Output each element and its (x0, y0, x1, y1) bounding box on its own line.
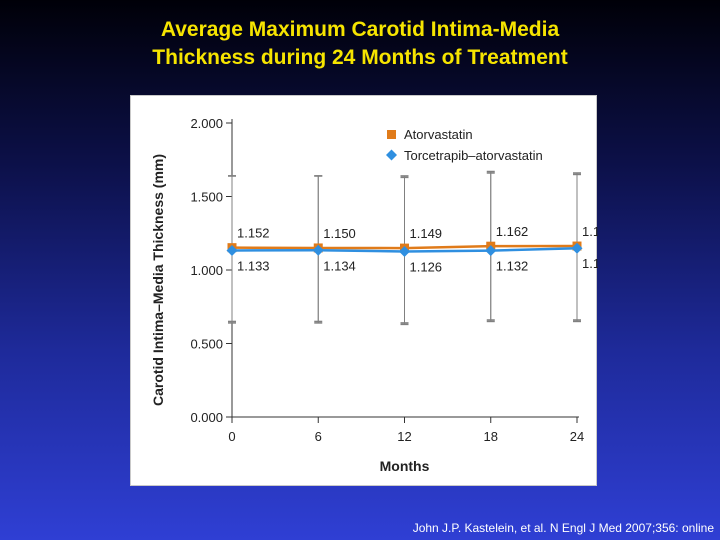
y-tick-label: 2.000 (190, 116, 223, 131)
data-point-torcetrapib (226, 244, 238, 256)
x-tick-label: 18 (484, 429, 498, 444)
y-tick-label: 0.500 (190, 337, 223, 352)
x-axis-label: Months (380, 458, 430, 474)
legend-label-torcetrapib: Torcetrapib–atorvastatin (404, 148, 543, 163)
citation: John J.P. Kastelein, et al. N Engl J Med… (412, 521, 714, 535)
data-label-atorvastatin: 1.152 (237, 226, 270, 241)
legend-label-atorvastatin: Atorvastatin (404, 127, 473, 142)
x-tick-label: 0 (228, 429, 235, 444)
data-label-atorvastatin: 1.163 (582, 224, 598, 239)
data-point-torcetrapib (312, 244, 324, 256)
data-label-torcetrapib: 1.148 (582, 256, 598, 271)
y-tick-label: 1.500 (190, 190, 223, 205)
slide-title-line-2: Thickness during 24 Months of Treatment (152, 46, 568, 69)
data-label-torcetrapib: 1.133 (237, 258, 270, 273)
x-tick-label: 12 (397, 429, 411, 444)
data-point-torcetrapib (571, 242, 583, 254)
data-label-atorvastatin: 1.149 (410, 226, 443, 241)
x-tick-label: 24 (570, 429, 584, 444)
data-label-atorvastatin: 1.162 (496, 224, 529, 239)
data-point-torcetrapib (399, 245, 410, 257)
data-label-torcetrapib: 1.132 (496, 259, 529, 274)
x-tick-label: 6 (315, 429, 322, 444)
data-label-atorvastatin: 1.150 (323, 226, 356, 241)
legend-swatch-atorvastatin (387, 130, 396, 139)
data-label-torcetrapib: 1.126 (410, 259, 443, 274)
chart-svg: 0.000 0.500 1.000 1.500 2.000 0 6 12 18 24 Months C… (150, 116, 598, 474)
y-tick-label: 0.000 (190, 410, 223, 425)
legend-swatch-torcetrapib (386, 149, 397, 161)
data-point-torcetrapib (485, 245, 497, 257)
chart-panel: 0.000 0.500 1.000 1.500 2.000 0 6 12 18 24 Months C… (130, 95, 598, 486)
y-axis-label: Carotid Intima–Media Thickness (mm) (150, 154, 166, 406)
slide-title-line-1: Average Maximum Carotid Intima-Media (160, 18, 560, 41)
y-tick-label: 1.000 (190, 263, 223, 278)
slide-title: Average Maximum Carotid Intima-Media Thi… (0, 16, 720, 72)
data-label-torcetrapib: 1.134 (323, 258, 356, 273)
